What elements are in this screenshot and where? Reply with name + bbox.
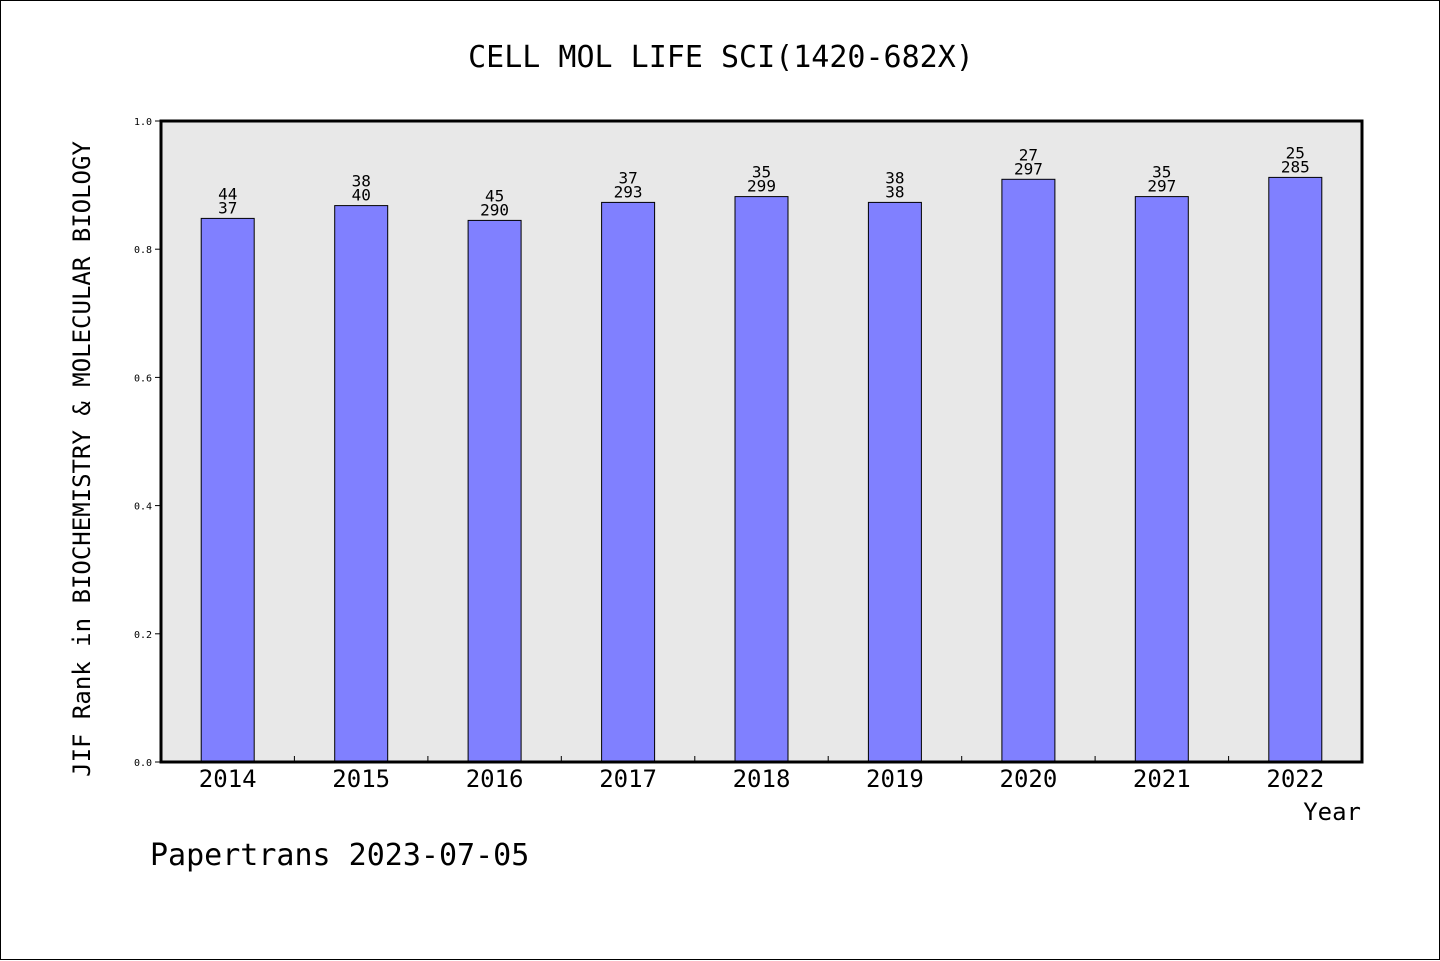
bar-label-top-2020: 27 [1019,145,1038,164]
bar-2015 [334,205,389,763]
bar-label-bottom-2014: 37 [218,198,237,217]
x-tick-label-2022: 2022 [1266,765,1324,793]
ticks-layer: 2014 2015 2016 2017 2018 2019 2020 2021 2022 0.0 0… [134,117,1324,793]
bar-label-top-2017: 37 [618,168,637,187]
x-tick-label-2016: 2016 [466,765,524,793]
bar-label-top-2019: 38 [885,168,904,187]
y-tick-label-1.0: 1.0 [134,117,152,128]
y-tick-label-0.0: 0.0 [134,758,152,769]
bar-2019 [867,201,922,763]
credit-stamp: Papertrans 2023-07-05 [150,838,529,873]
bar-label-top-2014: 44 [218,184,237,203]
bar-2022 [1268,176,1323,763]
bar-label-bottom-2019: 38 [885,182,904,201]
bar-label-bottom-2022: 285 [1281,157,1310,176]
bar-label-top-2021: 35 [1152,163,1171,182]
bar-2021 [1134,196,1189,763]
y-tick-label-0.6: 0.6 [134,373,152,384]
y-tick-label-0.4: 0.4 [134,502,152,513]
y-axis-label: JIF Rank in BIOCHEMISTRY & MOLECULAR BIO… [68,141,96,777]
bar-label-bottom-2016: 290 [480,200,509,219]
bar-label-top-2022: 25 [1286,143,1305,162]
x-tick-label-2014: 2014 [199,765,257,793]
y-tick-label-0.8: 0.8 [134,245,152,256]
bar-2018 [734,196,789,763]
x-tick-label-2021: 2021 [1133,765,1191,793]
x-tick-label-2017: 2017 [599,765,657,793]
bar-label-bottom-2020: 297 [1014,159,1043,178]
plot-border [159,119,1364,764]
bar-label-bottom-2021: 297 [1147,177,1176,196]
bar-label-top-2015: 38 [352,172,371,191]
bar-label-bottom-2017: 293 [614,182,643,201]
x-axis-label: Year [1303,798,1361,826]
bar-label-bottom-2018: 299 [747,177,776,196]
x-tick-label-2015: 2015 [332,765,390,793]
y-tick-label-0.2: 0.2 [134,630,152,641]
x-tick-label-2018: 2018 [733,765,791,793]
x-tick-label-2020: 2020 [1000,765,1058,793]
bar-label-top-2016: 45 [485,186,504,205]
x-tick-label-2019: 2019 [866,765,924,793]
bar-label-top-2018: 35 [752,163,771,182]
bar-2014 [200,217,255,763]
bar-2020 [1001,178,1056,763]
bar-2016 [467,219,522,763]
bar-label-bottom-2015: 40 [352,186,371,205]
chart-title: CELL MOL LIFE SCI(1420-682X) [468,40,974,75]
bar-2017 [601,201,656,763]
